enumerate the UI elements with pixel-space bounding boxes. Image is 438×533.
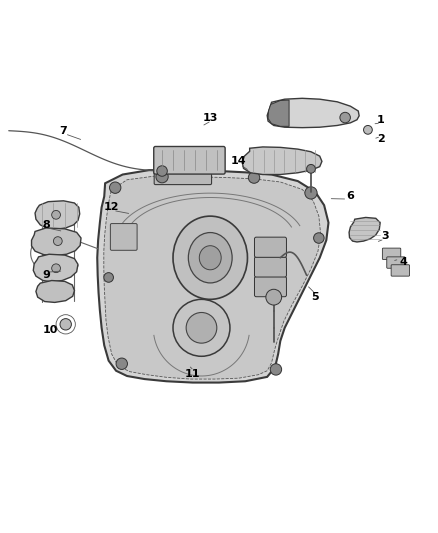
Circle shape (305, 187, 317, 199)
PathPatch shape (268, 100, 289, 126)
Circle shape (314, 233, 324, 243)
Text: 13: 13 (202, 112, 218, 123)
Circle shape (340, 112, 350, 123)
Ellipse shape (186, 312, 217, 343)
FancyBboxPatch shape (254, 257, 286, 277)
FancyBboxPatch shape (154, 169, 212, 184)
Circle shape (270, 364, 282, 375)
Text: 9: 9 (42, 270, 50, 280)
Circle shape (116, 358, 127, 369)
Circle shape (52, 264, 60, 273)
Text: 3: 3 (381, 231, 389, 241)
Circle shape (266, 289, 282, 305)
Text: 6: 6 (346, 191, 354, 201)
Text: 11: 11 (185, 369, 201, 379)
PathPatch shape (242, 147, 322, 174)
FancyBboxPatch shape (387, 257, 405, 268)
FancyBboxPatch shape (382, 248, 401, 260)
Text: 8: 8 (42, 220, 50, 230)
Circle shape (307, 165, 315, 173)
Ellipse shape (199, 246, 221, 270)
Text: 5: 5 (311, 292, 319, 302)
Circle shape (110, 182, 121, 193)
Text: 1: 1 (377, 115, 385, 125)
Text: 7: 7 (60, 126, 67, 136)
Circle shape (248, 172, 260, 183)
PathPatch shape (33, 254, 78, 282)
PathPatch shape (36, 280, 74, 302)
Text: 2: 2 (377, 134, 385, 144)
Text: 12: 12 (104, 203, 120, 212)
Text: 14: 14 (231, 156, 247, 166)
PathPatch shape (35, 201, 80, 229)
Circle shape (156, 171, 168, 183)
Circle shape (364, 125, 372, 134)
Circle shape (104, 273, 113, 282)
PathPatch shape (32, 228, 81, 255)
FancyBboxPatch shape (254, 277, 286, 297)
Circle shape (60, 319, 71, 330)
Circle shape (52, 211, 60, 219)
PathPatch shape (97, 170, 328, 383)
FancyBboxPatch shape (154, 147, 225, 174)
Text: 4: 4 (399, 257, 407, 267)
PathPatch shape (104, 176, 321, 379)
Ellipse shape (173, 300, 230, 356)
FancyBboxPatch shape (391, 265, 410, 276)
Ellipse shape (188, 232, 232, 283)
PathPatch shape (267, 98, 359, 128)
Text: 10: 10 (42, 325, 58, 335)
FancyBboxPatch shape (110, 223, 137, 251)
Ellipse shape (173, 216, 247, 300)
Circle shape (157, 166, 167, 176)
PathPatch shape (349, 217, 380, 242)
Circle shape (53, 237, 62, 246)
FancyBboxPatch shape (254, 237, 286, 257)
